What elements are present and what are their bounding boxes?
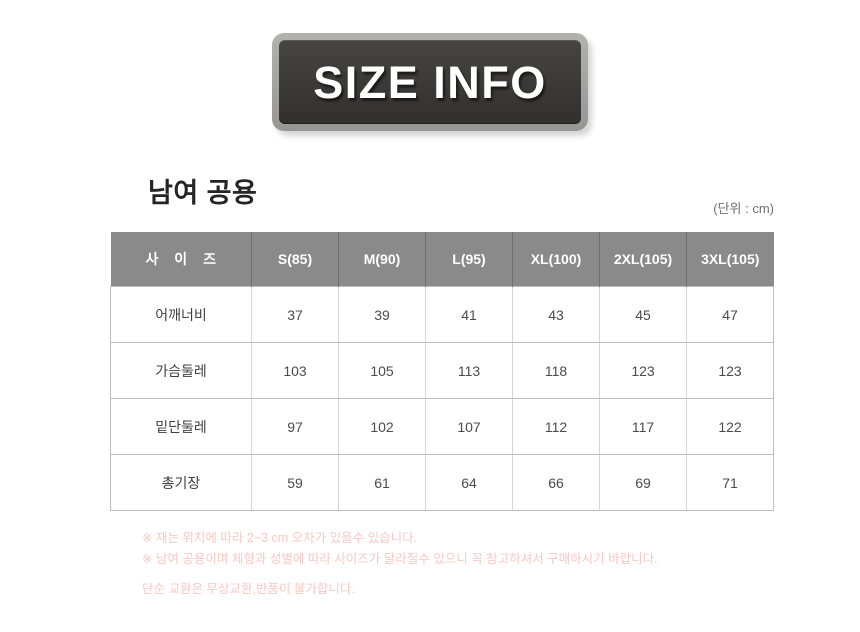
size-info-banner: SIZE INFO [0,33,860,131]
cell-length-xl: 66 [512,454,600,511]
cell-shoulder-xl: 43 [512,286,600,343]
cell-shoulder-m: 39 [338,286,426,343]
table-row: 어깨너비 37 39 41 43 45 47 [110,286,774,343]
cell-chest-m: 105 [338,342,426,399]
cell-hem-m: 102 [338,398,426,455]
cell-hem-l: 107 [425,398,513,455]
cell-chest-s: 103 [251,342,339,399]
cell-chest-l: 113 [425,342,513,399]
cell-chest-3xl: 123 [686,342,774,399]
unit-note: (단위 : cm) [713,201,774,216]
cell-hem-2xl: 117 [599,398,687,455]
cell-shoulder-l: 41 [425,286,513,343]
cell-length-3xl: 71 [686,454,774,511]
banner-title: SIZE INFO [313,56,547,108]
column-header-xl: XL(100) [512,232,600,287]
cell-hem-3xl: 122 [686,398,774,455]
cell-length-l: 64 [425,454,513,511]
banner-frame: SIZE INFO [272,33,588,131]
table-header: 사 이 즈 S(85) M(90) L(95) XL(100) 2XL(105)… [110,232,774,287]
column-header-3xl: 3XL(105) [686,232,774,287]
cell-hem-xl: 112 [512,398,600,455]
column-header-l: L(95) [425,232,513,287]
column-header-s: S(85) [251,232,339,287]
cell-length-m: 61 [338,454,426,511]
table-row: 총기장 59 61 64 66 69 71 [110,454,774,511]
cell-shoulder-3xl: 47 [686,286,774,343]
cell-shoulder-s: 37 [251,286,339,343]
row-label-length: 총기장 [110,454,252,511]
section-heading: 남여 공용 (단위 : cm) [110,176,774,224]
row-label-hem: 밑단둘레 [110,398,252,455]
table-header-row: 사 이 즈 S(85) M(90) L(95) XL(100) 2XL(105)… [110,232,774,287]
table-body: 어깨너비 37 39 41 43 45 47 가슴둘레 103 105 113 … [110,286,774,511]
cell-length-2xl: 69 [599,454,687,511]
cell-length-s: 59 [251,454,339,511]
footnotes: ※ 재는 위치에 따라 2~3 cm 오차가 있을수 있습니다. ※ 남여 공용… [142,528,762,600]
table-row: 가슴둘레 103 105 113 118 123 123 [110,342,774,399]
footnote-unisex-sizing: ※ 남여 공용이며 체형과 성별에 따라 사이즈가 달라질수 있으니 꼭 참고하… [142,552,658,566]
footnote-measurement-tolerance: ※ 재는 위치에 따라 2~3 cm 오차가 있을수 있습니다. [142,531,418,545]
column-header-size-label: 사 이 즈 [110,232,252,287]
row-label-shoulder: 어깨너비 [110,286,252,343]
cell-shoulder-2xl: 45 [599,286,687,343]
column-header-2xl: 2XL(105) [599,232,687,287]
page-title: 남여 공용 [148,178,258,208]
cell-chest-xl: 118 [512,342,600,399]
banner-inner-panel: SIZE INFO [279,40,581,124]
size-chart-table: 사 이 즈 S(85) M(90) L(95) XL(100) 2XL(105)… [110,232,774,511]
footnote-exchange-policy: 단순 교환은 무상교환,반품이 불가합니다. [142,582,355,596]
column-header-m: M(90) [338,232,426,287]
cell-hem-s: 97 [251,398,339,455]
cell-chest-2xl: 123 [599,342,687,399]
row-label-chest: 가슴둘레 [110,342,252,399]
table-row: 밑단둘레 97 102 107 112 117 122 [110,398,774,455]
